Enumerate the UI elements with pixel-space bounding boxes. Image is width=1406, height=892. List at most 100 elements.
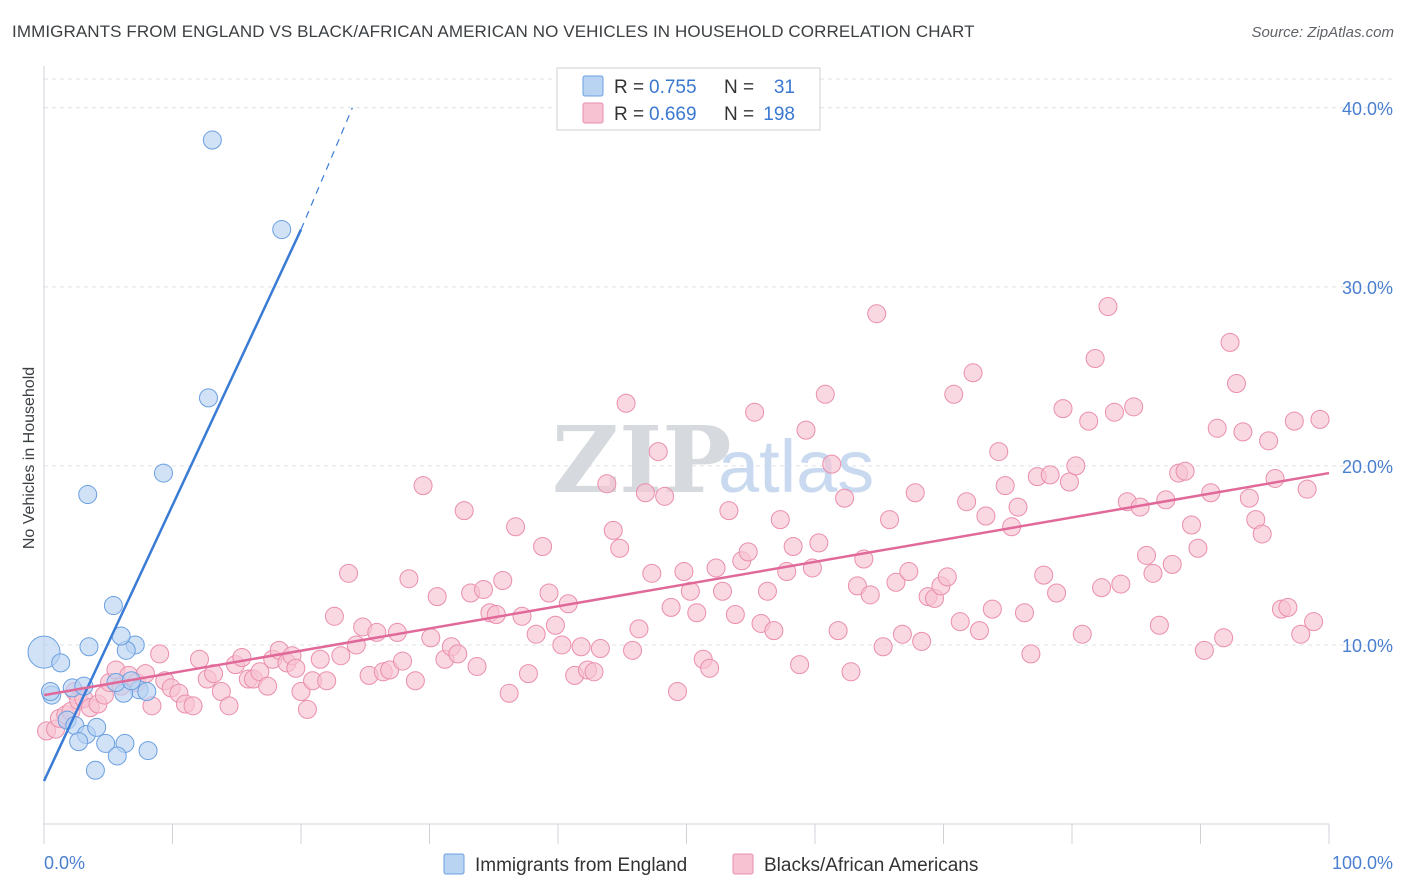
series-legend-swatch-blue: [443, 853, 465, 875]
data-point: [1104, 402, 1124, 422]
data-point: [635, 483, 655, 503]
data-point: [610, 538, 630, 558]
data-point: [1040, 465, 1060, 485]
data-point: [674, 562, 694, 582]
data-point: [873, 637, 893, 657]
data-point: [545, 615, 565, 635]
data-point: [1291, 624, 1311, 644]
data-point: [107, 746, 127, 766]
data-point: [745, 402, 765, 422]
data-point: [286, 658, 306, 678]
data-point: [512, 606, 532, 626]
data-point: [655, 486, 675, 506]
data-point: [1047, 583, 1067, 603]
trend-line-blue-extension: [300, 107, 353, 230]
data-point: [1066, 456, 1086, 476]
data-point: [1252, 524, 1272, 544]
data-point: [317, 671, 337, 691]
data-point: [700, 658, 720, 678]
data-point: [590, 639, 610, 659]
data-point: [892, 624, 912, 644]
data-point: [1188, 538, 1208, 558]
data-point: [1021, 644, 1041, 664]
data-point: [1111, 574, 1131, 594]
data-point: [603, 520, 623, 540]
data-point: [1124, 397, 1144, 417]
data-point: [1207, 418, 1227, 438]
data-point: [324, 606, 344, 626]
trend-lines: [42, 107, 1330, 782]
data-point: [1162, 554, 1182, 574]
data-point: [219, 696, 239, 716]
data-point: [989, 442, 1009, 462]
y-tick-label: 20.0%: [1342, 457, 1393, 477]
data-point: [738, 542, 758, 562]
x-tick-label-min: 0.0%: [44, 853, 85, 873]
data-point: [886, 572, 906, 592]
data-point: [346, 635, 366, 655]
data-point: [1259, 431, 1279, 451]
data-point: [616, 393, 636, 413]
data-point: [623, 640, 643, 660]
data-point: [399, 569, 419, 589]
data-point: [272, 220, 292, 240]
data-point: [969, 621, 989, 641]
data-point: [69, 732, 89, 752]
legend-r-value-blue: 0.755: [649, 77, 697, 98]
data-point: [687, 603, 707, 623]
data-point: [963, 363, 983, 383]
data-point: [297, 699, 317, 719]
data-point: [96, 733, 116, 753]
data-point: [1304, 612, 1324, 632]
data-point: [448, 644, 468, 664]
data-point: [85, 760, 105, 780]
data-point: [506, 517, 526, 537]
data-point: [467, 656, 487, 676]
data-point: [1194, 640, 1214, 660]
data-point: [719, 501, 739, 521]
data-point: [427, 587, 447, 607]
data-point: [1098, 297, 1118, 317]
data-point: [1220, 332, 1240, 352]
data-point: [499, 683, 519, 703]
data-point: [1233, 422, 1253, 442]
data-point: [310, 649, 330, 669]
data-point: [790, 655, 810, 675]
data-point: [183, 696, 203, 716]
data-point: [648, 442, 668, 462]
data-point: [1149, 615, 1169, 635]
data-point: [1137, 545, 1157, 565]
data-point: [421, 628, 441, 648]
data-point: [1079, 411, 1099, 431]
data-point: [331, 646, 351, 666]
data-point: [1214, 628, 1234, 648]
stats-legend: R = 0.755 N = 31 R = 0.669 N = 198: [556, 67, 821, 131]
data-point: [413, 476, 433, 496]
data-point: [1278, 597, 1298, 617]
data-point: [493, 570, 513, 590]
trend-line-blue: [42, 229, 303, 782]
y-tick-label: 10.0%: [1342, 636, 1393, 656]
data-point: [668, 682, 688, 702]
data-point: [154, 463, 174, 483]
data-point: [473, 579, 493, 599]
data-point: [1284, 411, 1304, 431]
data-point: [706, 558, 726, 578]
source-credit: Source: ZipAtlas.com: [1251, 24, 1394, 41]
legend-swatch-pink: [582, 102, 604, 124]
data-point: [770, 510, 790, 530]
data-point: [783, 536, 803, 556]
data-point: [912, 631, 932, 651]
data-point: [1008, 497, 1028, 517]
data-point: [150, 644, 170, 664]
data-point: [905, 483, 925, 503]
data-point: [764, 621, 784, 641]
data-point: [526, 624, 546, 644]
data-point: [1014, 603, 1034, 623]
data-point: [202, 130, 222, 150]
data-point: [899, 562, 919, 582]
data-point: [822, 454, 842, 474]
data-point: [539, 583, 559, 603]
data-point: [1182, 515, 1202, 535]
series-legend-swatch-pink: [732, 853, 754, 875]
